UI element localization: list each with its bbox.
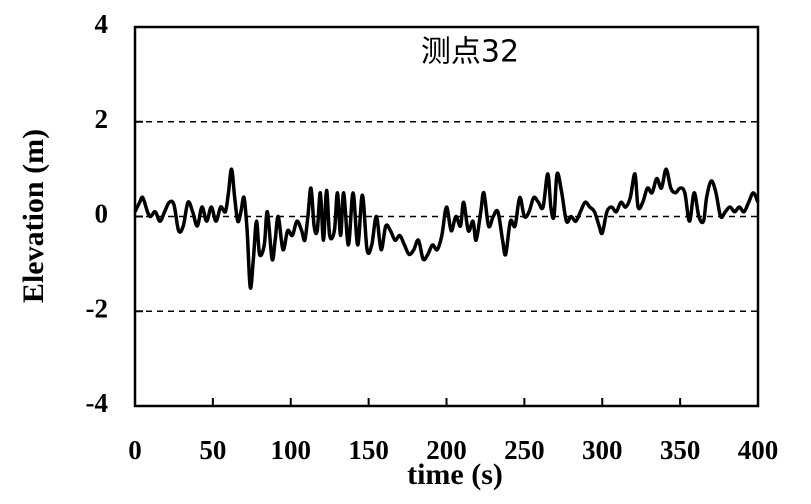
y-tick-label: 4 (95, 9, 109, 39)
x-tick-label: 150 (348, 435, 389, 465)
y-axis-title: Elevation (m) (17, 129, 50, 303)
data-line (133, 167, 760, 290)
y-tick-label: -2 (86, 293, 109, 323)
x-tick-label: 100 (271, 435, 312, 465)
x-tick-label: 200 (426, 435, 467, 465)
x-tick-label: 300 (582, 435, 623, 465)
y-tick-label: -4 (86, 388, 109, 418)
x-tick-label: 350 (660, 435, 701, 465)
x-tick-label: 250 (504, 435, 545, 465)
x-tick-label: 50 (199, 435, 226, 465)
x-axis-title: time (s) (407, 458, 503, 491)
y-tick-label: 0 (95, 199, 109, 229)
x-tick-label: 400 (738, 435, 779, 465)
chart-title: 测点32 (421, 35, 519, 70)
y-tick-label: 2 (95, 104, 109, 134)
plot-frame (133, 25, 760, 408)
x-tick-label: 0 (128, 435, 142, 465)
